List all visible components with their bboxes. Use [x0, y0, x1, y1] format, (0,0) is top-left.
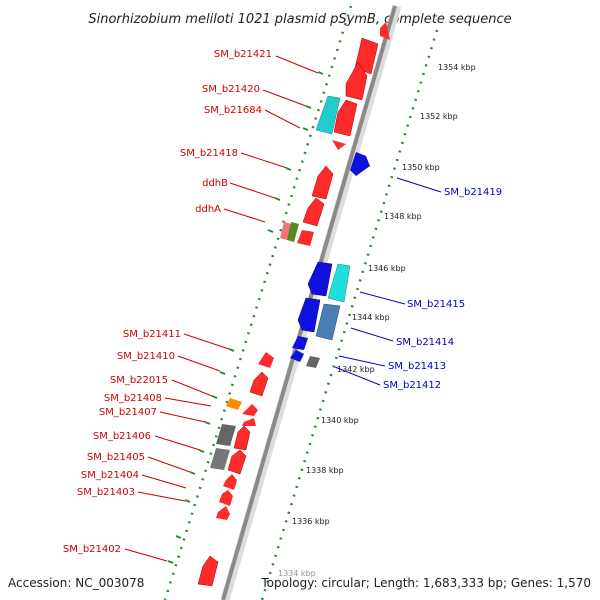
gene-gray [306, 356, 320, 368]
topology-text: Topology: circular; Length: 1,683,333 bp… [260, 576, 591, 590]
gene-arrow [249, 371, 269, 397]
gene-label: SM_b21405 [87, 452, 145, 463]
gene-arrow [302, 197, 325, 227]
gene-label: SM_b21403 [77, 487, 135, 498]
gene-pink [280, 222, 292, 240]
gene-arrow [233, 425, 251, 451]
gene-label: SM_b21415 [407, 299, 465, 310]
reverse-leader-lines [334, 177, 442, 386]
reverse-genes [290, 152, 370, 368]
gene-label: SM_b21412 [383, 380, 441, 391]
tick-label: 1346 kbp [368, 264, 406, 273]
gene-arrow [292, 336, 308, 350]
gene-label: ddhB [202, 178, 228, 189]
scale-ticks: 1354 kbp 1352 kbp 1350 kbp 1348 kbp 1346… [278, 63, 476, 578]
map-title: Sinorhizobium meliloti 1021 plasmid pSym… [88, 12, 511, 27]
gene-steel [315, 303, 341, 341]
gene-label: SM_b21684 [204, 105, 262, 116]
gene-label: SM_b21419 [444, 187, 502, 198]
tick-label: 1354 kbp [438, 63, 476, 72]
gene-label: SM_b21407 [99, 407, 157, 418]
tick-label: 1338 kbp [306, 466, 344, 475]
tick-track-left [163, 5, 353, 600]
tick-label: 1344 kbp [352, 313, 390, 322]
gene-arrow [242, 404, 258, 416]
gene-arrow [380, 22, 390, 40]
tick-label: 1352 kbp [420, 112, 458, 121]
forward-gene-labels: SM_b21421 SM_b21420 SM_b21684 SM_b21418 … [63, 49, 272, 555]
gene-gray [210, 448, 230, 470]
gene-label: SM_b21421 [214, 49, 272, 60]
gene-arrow [311, 165, 334, 200]
gene-arrow [242, 418, 256, 426]
gene-arrow [219, 490, 233, 506]
tick-marks [167, 71, 324, 564]
gene-arrow [258, 352, 274, 368]
accession-text: Accession: NC_003078 [8, 576, 144, 590]
gene-green [287, 222, 299, 242]
gene-arrow [290, 350, 304, 362]
gene-gray [216, 424, 236, 446]
gene-label: SM_b21413 [388, 361, 446, 372]
gene-arrow [223, 474, 237, 490]
gene-label: SM_b21414 [396, 337, 454, 348]
gene-label: SM_b21408 [104, 393, 162, 404]
gene-label: SM_b21420 [202, 84, 260, 95]
gene-arrow [354, 37, 379, 75]
gene-label: SM_b21410 [117, 351, 175, 362]
tick-label: 1342 kbp [337, 365, 375, 374]
gene-label: SM_b21404 [81, 470, 139, 481]
gene-orange [226, 398, 242, 410]
gene-arrow [197, 555, 219, 587]
forward-leader-lines [124, 55, 319, 562]
gene-label: ddhA [195, 204, 221, 215]
tick-label: 1334 kbp [278, 569, 316, 578]
gene-arrow [332, 140, 346, 150]
gene-label: SM_b21402 [63, 544, 121, 555]
gene-label: SM_b21418 [180, 148, 238, 159]
gene-arrow [350, 152, 370, 176]
gene-arrow [333, 99, 358, 137]
tick-label: 1350 kbp [402, 163, 440, 172]
gene-arrow [227, 449, 247, 475]
gene-cyan [327, 263, 351, 303]
gene-label: SM_b22015 [110, 375, 168, 386]
gene-label: SM_b21411 [123, 329, 181, 340]
gene-arrow [297, 230, 314, 246]
gene-arrow [307, 261, 333, 297]
gene-arrow [216, 506, 230, 520]
reverse-gene-labels: SM_b21419 SM_b21415 SM_b21414 SM_b21413 … [383, 187, 502, 391]
tick-label: 1348 kbp [384, 212, 422, 221]
tick-track-right [260, 29, 439, 600]
forward-genes [197, 22, 390, 587]
gene-label: SM_b21406 [93, 431, 151, 442]
gene-arrow [297, 297, 321, 333]
gene-arrow [345, 61, 368, 101]
gene-cyan [315, 95, 341, 135]
tick-label: 1336 kbp [292, 517, 330, 526]
tick-label: 1340 kbp [321, 416, 359, 425]
